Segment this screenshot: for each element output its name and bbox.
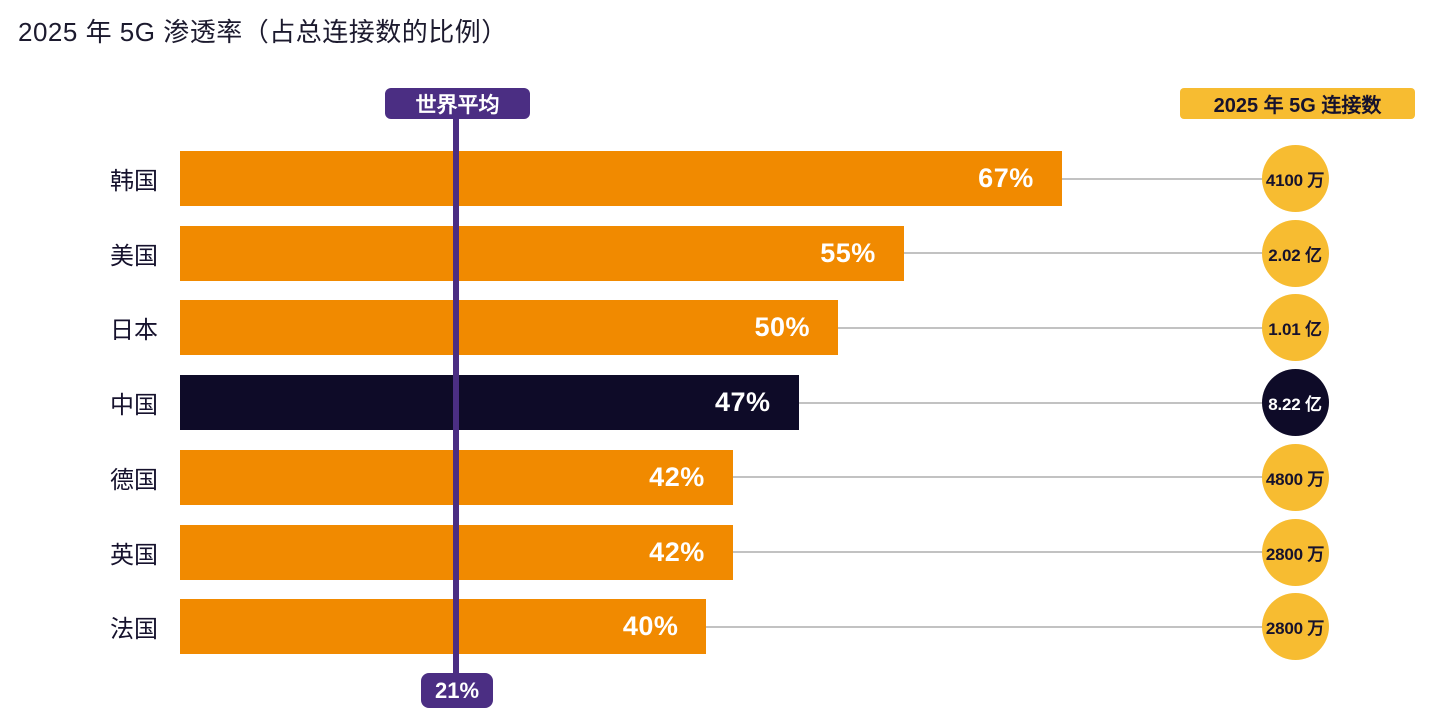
bar-value-label: 47% — [714, 387, 771, 418]
bar-value-label: 42% — [649, 536, 705, 567]
connections-value: 8.22 亿 — [1268, 395, 1322, 415]
bar-value-label: 55% — [820, 237, 876, 268]
country-label: 中国 — [110, 392, 158, 420]
connections-circle: 1.01 亿 — [1261, 294, 1329, 362]
bar-value-label: 40% — [622, 611, 679, 642]
connections-circle: 2.02 亿 — [1261, 219, 1329, 287]
connections-header-label: 2025 年 5G 连接数 — [1213, 95, 1382, 117]
connections-value: 4800 万 — [1265, 469, 1325, 489]
connector-line — [1061, 177, 1295, 180]
connections-value: 2.02 亿 — [1268, 245, 1322, 265]
connector-line — [706, 625, 1295, 628]
connections-circle: 8.22 亿 — [1261, 369, 1329, 437]
world-average-value: 21% — [434, 677, 480, 703]
connector-line — [732, 551, 1295, 553]
chart-title: 2025 年 5G 渗透率（占总连接数的比例） — [18, 17, 508, 47]
bar-value-label: 42% — [649, 461, 705, 492]
bar: 47% — [180, 375, 799, 431]
country-label: 日本 — [110, 317, 158, 345]
connections-circle: 2800 万 — [1261, 593, 1329, 661]
connections-circle: 2800 万 — [1261, 518, 1329, 586]
connector-line — [798, 401, 1295, 404]
country-label: 法国 — [110, 616, 158, 644]
connections-value: 4100 万 — [1265, 171, 1325, 190]
bar: 67% — [180, 151, 1062, 206]
world-average-line — [453, 118, 460, 674]
country-label: 德国 — [110, 466, 158, 494]
connections-circle: 4800 万 — [1261, 443, 1329, 511]
connector-line — [903, 252, 1295, 255]
bar-value-label: 50% — [754, 312, 810, 343]
bar: 40% — [180, 599, 707, 655]
bar-value-label: 67% — [978, 163, 1034, 193]
connections-value: 2800 万 — [1265, 619, 1325, 639]
country-label: 美国 — [110, 242, 158, 270]
country-label: 英国 — [110, 541, 158, 569]
connections-value: 2800 万 — [1265, 544, 1325, 564]
bar: 55% — [180, 225, 904, 281]
connections-header-badge: 2025 年 5G 连接数 — [1180, 88, 1415, 119]
connections-circle: 4100 万 — [1261, 145, 1329, 212]
world-average-badge: 世界平均 — [385, 88, 530, 119]
connector-line — [732, 476, 1295, 479]
bar: 50% — [180, 300, 838, 356]
connector-line — [838, 326, 1295, 329]
connections-value: 1.01 亿 — [1268, 320, 1322, 340]
country-label: 韩国 — [110, 168, 158, 195]
world-average-value-badge: 21% — [421, 673, 493, 708]
world-average-label: 世界平均 — [415, 93, 500, 117]
